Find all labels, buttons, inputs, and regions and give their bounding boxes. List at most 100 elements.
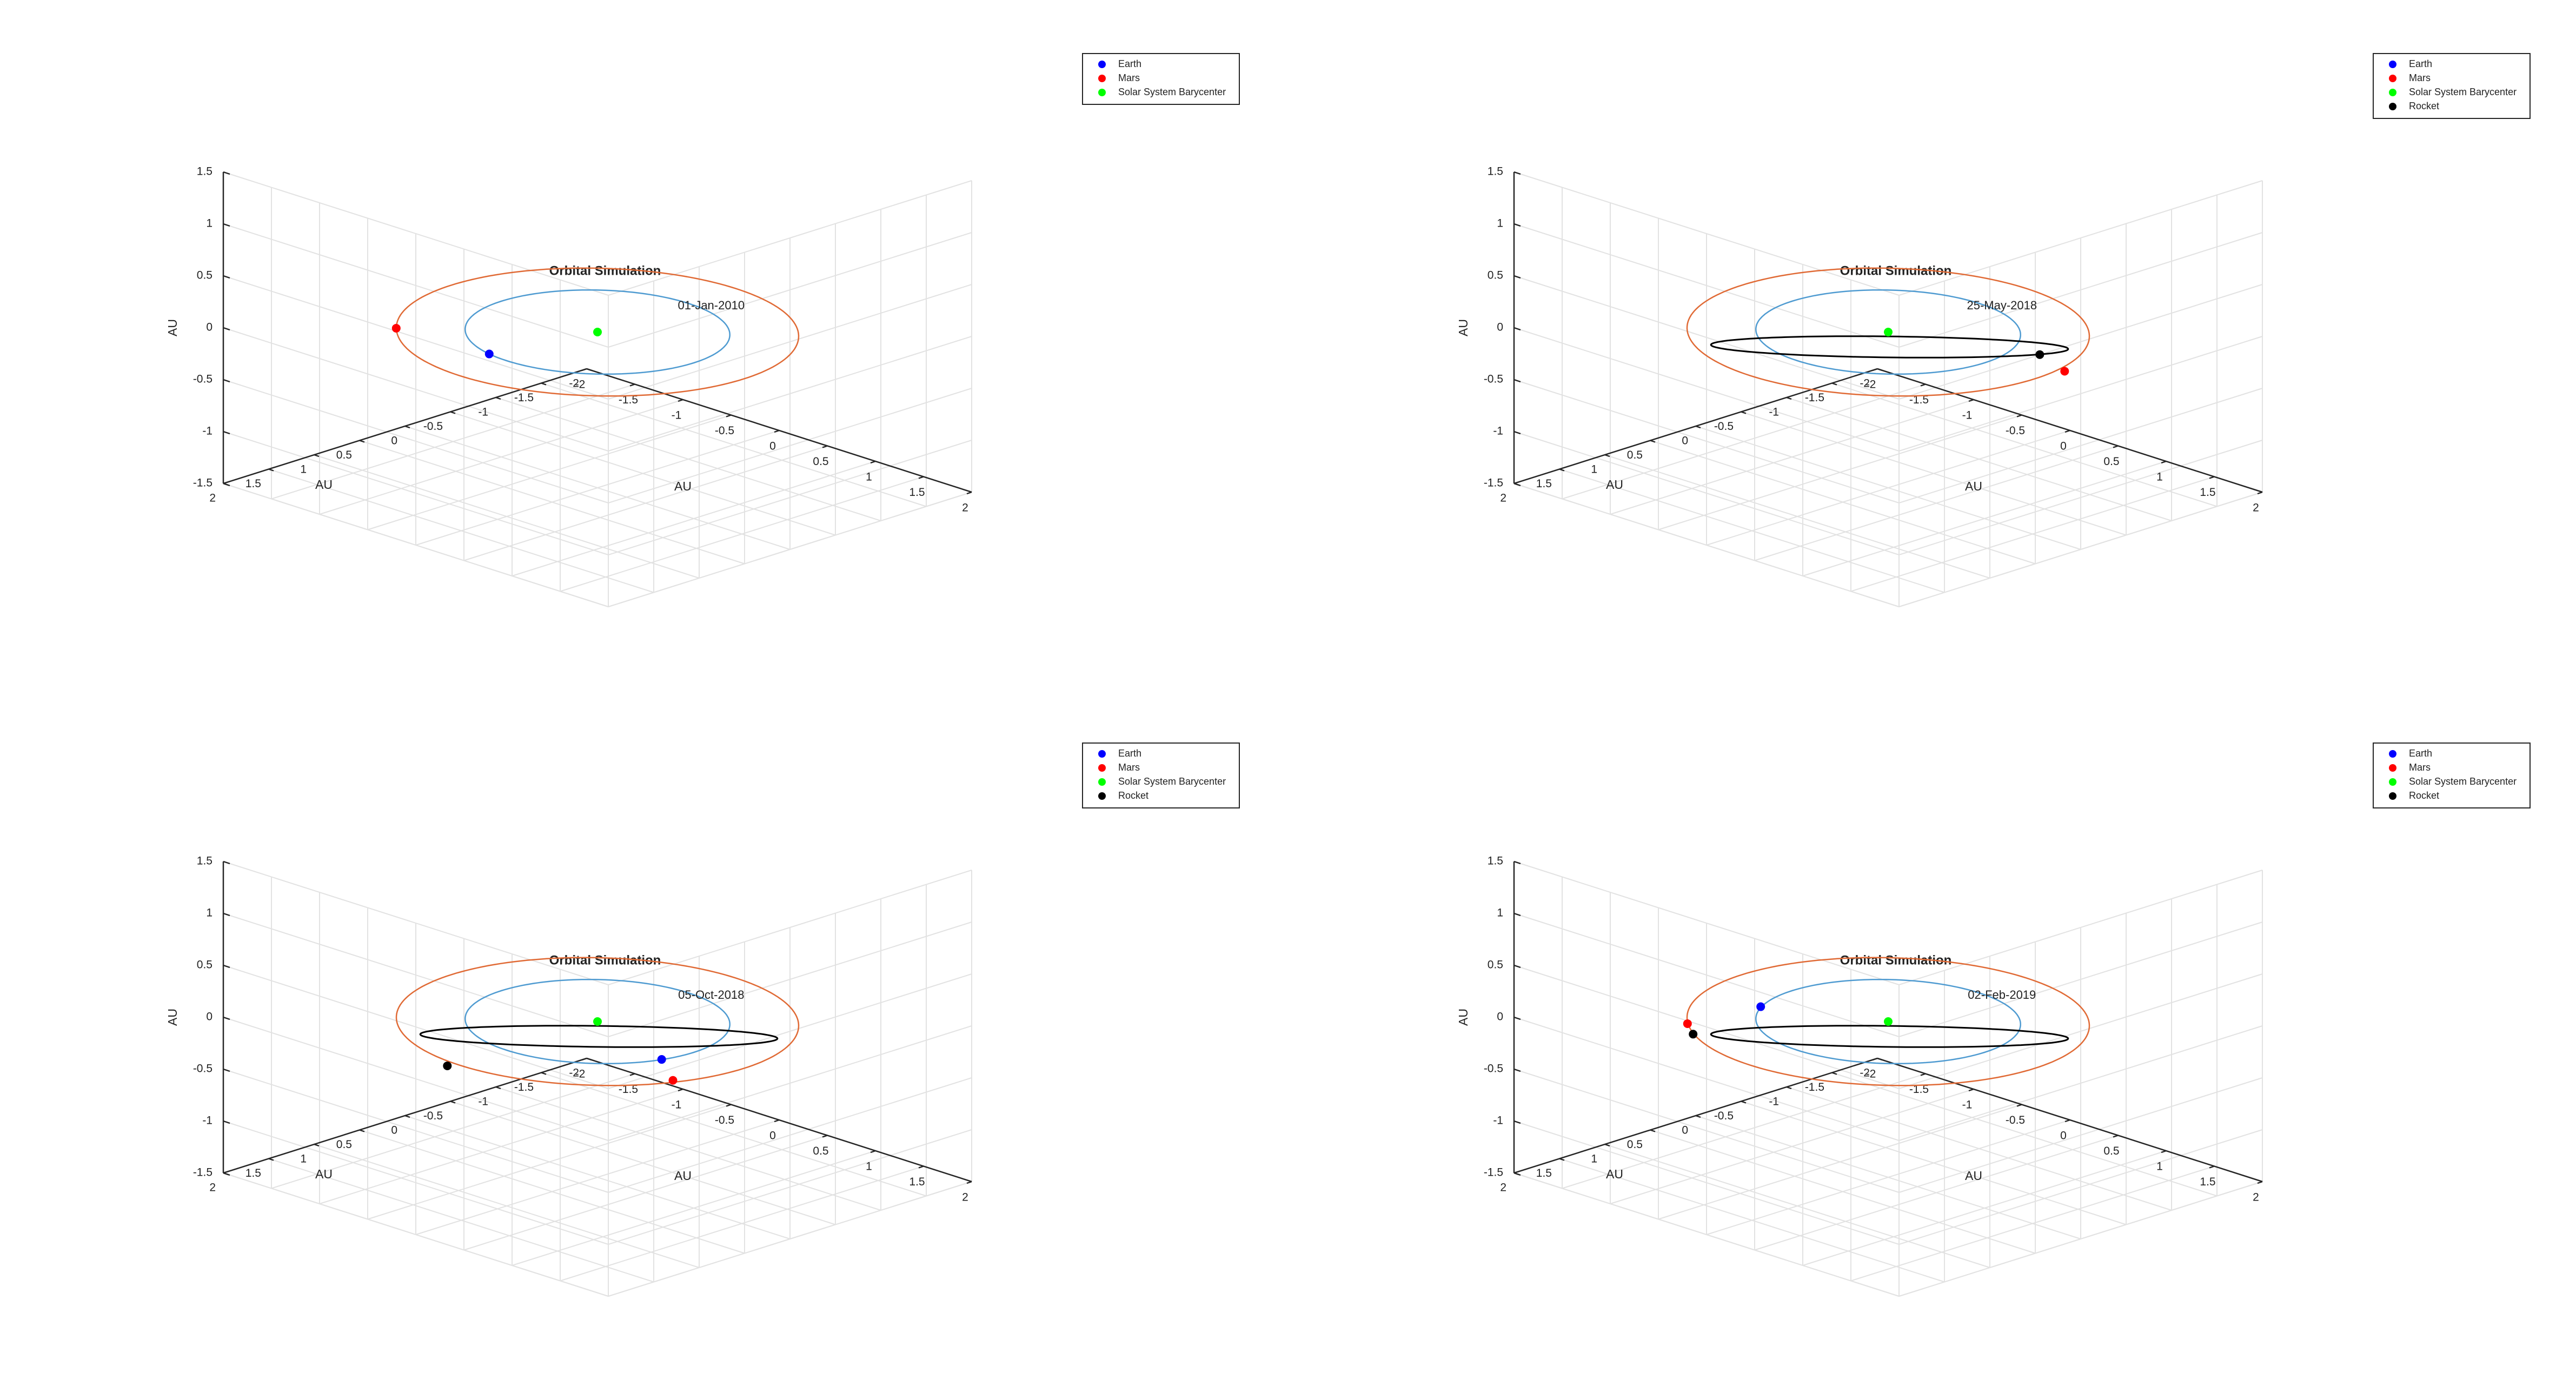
floor-gridline	[1559, 468, 1945, 593]
x-tick-label: 0.5	[813, 1145, 828, 1157]
wall-gridline	[1898, 440, 2263, 555]
legend-marker	[1098, 792, 1106, 800]
wall-gridline	[1513, 327, 1900, 452]
legend-entry: Rocket	[2409, 101, 2439, 111]
z-tick	[1513, 482, 1521, 487]
y-tick-label: 2	[1500, 492, 1506, 505]
z-tick	[1513, 964, 1521, 969]
z-axis-label: AU	[1456, 1009, 1470, 1026]
z-tick	[223, 171, 230, 175]
y-axis-label: AU	[1606, 1167, 1623, 1181]
z-tick-label: -0.5	[193, 1063, 213, 1075]
y-tick-label: -0.5	[1714, 420, 1734, 433]
y-tick-label: 0.5	[1627, 1138, 1643, 1151]
y-tick-label: -1	[478, 1096, 488, 1108]
wall-gridline	[608, 232, 972, 348]
z-tick	[1513, 327, 1521, 331]
rocket-marker	[443, 1061, 452, 1070]
y-tick-label: 0	[1682, 435, 1688, 447]
legend-box	[1082, 742, 1240, 808]
wall-gridline	[608, 180, 972, 296]
y-tick-label: 1	[300, 1153, 307, 1165]
z-axis-label: AU	[165, 1009, 180, 1026]
x-tick-label: 1.5	[2200, 1176, 2215, 1188]
x-tick	[2257, 491, 2263, 495]
wall-gridline	[223, 1172, 609, 1297]
legend-entry: Earth	[1118, 58, 1141, 69]
legend-entry: Solar System Barycenter	[2409, 776, 2517, 787]
y-tick-label: -0.5	[423, 1110, 443, 1122]
z-tick-label: -1	[1493, 1115, 1503, 1127]
y-tick-label: 2	[209, 492, 216, 505]
y-tick-label: -0.5	[1714, 1110, 1734, 1122]
legend-entry: Earth	[2409, 748, 2432, 759]
x-tick-label: -2	[1866, 379, 1876, 391]
legend-entry: Rocket	[1118, 790, 1148, 801]
mars-orbit	[395, 957, 800, 1086]
wall-gridline	[608, 1181, 972, 1297]
z-tick	[223, 223, 230, 227]
wall-gridline	[223, 965, 609, 1089]
y-tick-label: 0	[391, 1124, 397, 1137]
legend-marker	[2389, 750, 2396, 758]
y-tick	[495, 396, 501, 400]
floor-gridline	[1650, 1129, 2036, 1254]
x-tick	[2161, 1150, 2167, 1153]
z-tick-label: 0	[1497, 1011, 1503, 1023]
y-tick	[1695, 1115, 1701, 1118]
z-tick-label: 1	[206, 907, 213, 919]
orbital-panel: -2 -1.5 -1 -0.5 0 0.5 1 1.5 2 -2 -1.5 -1 -0.5 0 0.5 1 1.…	[165, 742, 1240, 1297]
z-tick-label: -1	[202, 425, 213, 437]
y-tick	[495, 1086, 501, 1090]
wall-gridline	[1898, 973, 2263, 1089]
legend-entry: Mars	[2409, 72, 2431, 83]
floor-gridline	[1831, 1072, 2218, 1197]
x-tick-label: 0.5	[813, 455, 828, 468]
z-tick-label: -1	[1493, 425, 1503, 437]
wall-gridline	[223, 483, 609, 607]
solar-system-barycenter-marker	[1884, 1017, 1893, 1026]
x-tick	[822, 1135, 828, 1138]
x-tick-label: -1.5	[619, 394, 638, 406]
x-tick-label: -0.5	[2006, 1114, 2025, 1126]
orbital-panel: -2 -1.5 -1 -0.5 0 0.5 1 1.5 2 -2 -1.5 -1 -0.5 0 0.5 1 1.…	[165, 53, 1240, 607]
x-tick	[822, 445, 828, 448]
rocket-marker	[2035, 350, 2044, 359]
earth-orbit	[464, 978, 731, 1065]
floor-gridline	[1559, 1158, 1945, 1283]
y-tick-label: -1	[478, 406, 488, 419]
x-tick	[870, 460, 876, 464]
y-tick-label: 1.5	[245, 1167, 261, 1179]
wall-gridline	[1513, 1172, 1900, 1297]
y-tick	[586, 1057, 592, 1061]
wall-gridline	[223, 223, 609, 348]
legend-marker	[1098, 89, 1106, 96]
z-tick	[223, 379, 230, 383]
solar-system-barycenter-marker	[1884, 328, 1893, 336]
wall-gridline	[608, 1025, 972, 1141]
x-tick	[966, 1181, 972, 1184]
z-tick-label: 0.5	[1488, 959, 1503, 971]
z-tick	[1513, 1172, 1521, 1176]
mars-orbit	[1686, 267, 2090, 397]
x-tick	[870, 1150, 876, 1153]
x-tick-label: 0	[769, 1130, 776, 1142]
floor-gridline	[1741, 411, 2127, 536]
y-tick	[541, 1072, 547, 1075]
wall-gridline	[223, 913, 609, 1037]
y-tick-label: 0.5	[336, 449, 352, 461]
y-tick-label: 1	[1591, 463, 1597, 476]
z-tick-label: 0.5	[197, 959, 213, 971]
z-tick-label: 1.5	[197, 855, 213, 867]
rocket-trajectory	[419, 1025, 779, 1048]
x-tick-label: 1.5	[909, 486, 925, 499]
y-tick-label: -1.5	[1805, 392, 1824, 404]
y-tick-label: 2	[209, 1182, 216, 1194]
x-tick-label: 1	[866, 1161, 872, 1173]
floor-gridline	[404, 1115, 791, 1239]
legend-entry: Solar System Barycenter	[2409, 87, 2517, 97]
earth-marker	[657, 1055, 666, 1064]
wall-gridline	[608, 870, 972, 985]
z-tick	[223, 327, 230, 331]
